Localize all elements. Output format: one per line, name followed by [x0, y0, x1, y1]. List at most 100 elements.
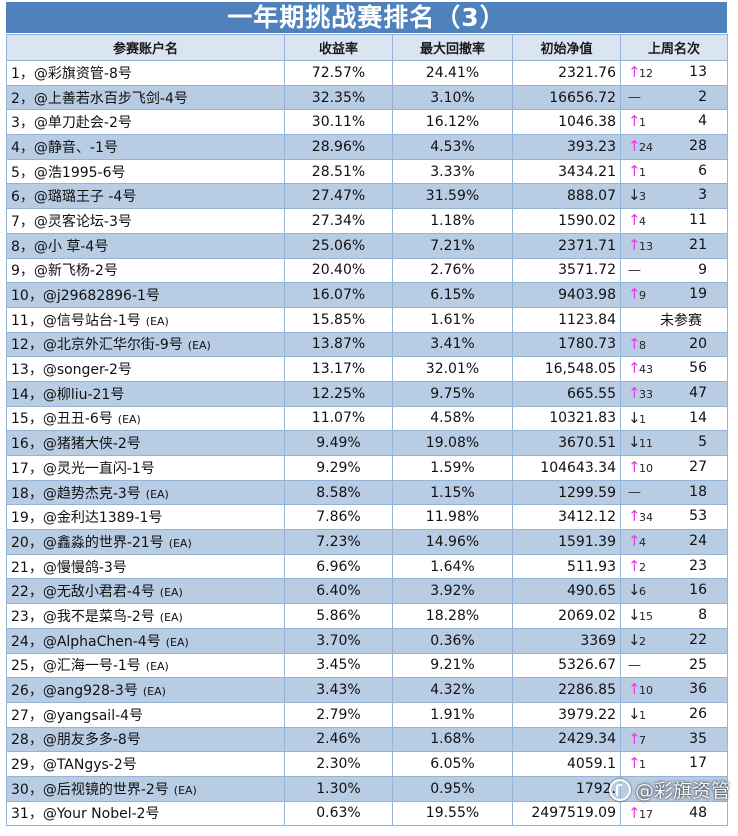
- previous-rank: 47: [689, 384, 707, 401]
- return-rate: 16.07%: [284, 282, 393, 308]
- rank-change: 4: [639, 215, 646, 229]
- ea-tag: (EA): [165, 635, 189, 649]
- rank-change: 1: [639, 412, 646, 426]
- last-week-rank-cell: [620, 775, 728, 802]
- last-week-rank-cell: — 25: [620, 652, 728, 679]
- previous-rank: 8: [698, 607, 707, 624]
- previous-rank: 36: [689, 681, 707, 698]
- previous-rank: 23: [689, 557, 707, 574]
- ea-tag: (EA): [159, 610, 183, 624]
- account-name-cell: 14，@柳liu-21号: [6, 380, 285, 407]
- max-drawdown: 9.21%: [392, 652, 513, 679]
- previous-rank: 17: [689, 755, 707, 772]
- rank-change: 6: [639, 585, 646, 599]
- initial-nav: 2321.76: [512, 60, 621, 86]
- arrow-up-icon: ↑: [628, 161, 641, 180]
- return-rate: 7.23%: [284, 529, 393, 555]
- max-drawdown: 6.05%: [392, 751, 513, 777]
- initial-nav: 104643.34: [512, 455, 621, 481]
- account-name: 31，@Your Nobel-2号: [11, 806, 160, 823]
- rank-change: 3: [639, 190, 646, 204]
- account-name: 3，@单刀赴会-2号: [11, 115, 132, 132]
- account-name: 10，@j29682896-1号: [11, 288, 160, 305]
- rank-change: 33: [639, 387, 653, 401]
- rank-change: 17: [639, 807, 653, 821]
- table-row: 20，@鑫淼的世界-21号 (EA) 7.23% 14.96% 1591.39 ↑ 4 24: [6, 529, 728, 555]
- account-name-cell: 20，@鑫淼的世界-21号 (EA): [6, 529, 285, 555]
- arrow-down-icon: ↓: [628, 433, 641, 452]
- last-week-rank-cell: ↑ 17 48: [620, 800, 728, 827]
- last-week-rank-cell: —9: [620, 257, 728, 284]
- header-account-name: 参赛账户名: [6, 34, 285, 61]
- arrow-up-icon: ↑: [628, 532, 641, 551]
- max-drawdown: 1.61%: [392, 306, 513, 333]
- previous-rank: 35: [689, 730, 707, 747]
- table-row: 5，@浩1995-6号 28.51% 3.33% 3434.21 ↑ 1 6: [6, 158, 728, 185]
- account-name-cell: 6，@璐璐王子 -4号: [6, 183, 285, 210]
- table-row: 25，@汇海一号-1号 (EA) 3.45% 9.21% 5326.67 — 25: [6, 652, 728, 679]
- max-drawdown: 1.15%: [392, 479, 513, 506]
- return-rate: 28.96%: [284, 134, 393, 160]
- account-name: 12，@北京外汇华尔街-9号: [11, 337, 183, 354]
- initial-nav: 10321.83: [512, 405, 621, 432]
- rank-change: 7: [639, 733, 646, 747]
- table-row: 1，@彩旗资管-8号 72.57% 24.41% 2321.76 ↑ 12 13: [6, 60, 728, 86]
- account-name-cell: 18，@趋势杰克-3号 (EA): [6, 479, 285, 506]
- last-week-rank-cell: ↑ 1 6: [620, 158, 728, 185]
- account-name-cell: 23，@我不是菜鸟-2号 (EA): [6, 603, 285, 629]
- table-row: 19，@金利达1389-1号 7.86% 11.98% 3412.12 ↑ 34 53: [6, 504, 728, 531]
- previous-rank: 4: [698, 113, 707, 130]
- last-week-rank-cell: ↓ 1 14: [620, 405, 728, 432]
- last-week-rank-cell: ↑ 8 20: [620, 331, 728, 358]
- account-name: 9，@新飞杨-2号: [11, 263, 118, 280]
- initial-nav: 16656.72: [512, 84, 621, 111]
- initial-nav: 16,548.05: [512, 356, 621, 382]
- arrow-up-icon: ↑: [628, 803, 641, 822]
- last-week-rank-cell: ↓ 11 5: [620, 430, 728, 456]
- ea-tag: (EA): [173, 783, 197, 797]
- account-name: 20，@鑫淼的世界-21号: [11, 534, 164, 551]
- rank-change: 9: [639, 289, 646, 303]
- account-name-cell: 5，@浩1995-6号: [6, 158, 285, 185]
- dash-icon: —: [628, 89, 641, 105]
- return-rate: 11.07%: [284, 405, 393, 432]
- max-drawdown: 7.21%: [392, 232, 513, 259]
- account-name-cell: 16，@猪猪大侠-2号: [6, 430, 285, 456]
- arrow-up-icon: ↑: [628, 359, 641, 378]
- last-week-rank-cell: ↓ 15 8: [620, 603, 728, 629]
- last-week-rank-cell: ↑ 10 27: [620, 455, 728, 481]
- previous-rank: 13: [689, 64, 707, 80]
- account-name-cell: 29，@TANgys-2号: [6, 751, 285, 777]
- table-row: 26，@ang928-3号 (EA) 3.43% 4.32% 2286.85 ↑ 10 36: [6, 677, 728, 703]
- return-rate: 7.86%: [284, 504, 393, 531]
- dash-icon: —: [628, 484, 641, 500]
- account-name: 26，@ang928-3号: [11, 683, 138, 700]
- account-name: 8，@小 草-4号: [11, 238, 109, 255]
- arrow-up-icon: ↑: [628, 63, 641, 81]
- rank-change: 11: [639, 437, 653, 451]
- previous-rank: 11: [689, 212, 707, 229]
- rank-change: 13: [639, 239, 653, 253]
- account-name-cell: 7，@灵客论坛-3号: [6, 208, 285, 234]
- return-rate: 32.35%: [284, 84, 393, 111]
- dash-icon: —: [628, 657, 641, 673]
- previous-rank: 3: [698, 187, 707, 204]
- table-row: 4，@静音、-1号 28.96% 4.53% 393.23 ↑ 24 28: [6, 134, 728, 160]
- watermark: @彩旗资管: [608, 776, 730, 803]
- return-rate: 20.40%: [284, 257, 393, 284]
- arrow-up-icon: ↑: [628, 285, 641, 304]
- arrow-up-icon: ↑: [628, 729, 641, 748]
- return-rate: 3.45%: [284, 652, 393, 679]
- max-drawdown: 1.59%: [392, 455, 513, 481]
- account-name: 16，@猪猪大侠-2号: [11, 436, 141, 453]
- last-week-rank-cell: ↑ 4 11: [620, 208, 728, 234]
- last-week-rank-cell: — 18: [620, 479, 728, 506]
- return-rate: 2.30%: [284, 751, 393, 777]
- initial-nav: 393.23: [512, 134, 621, 160]
- account-name-cell: 15，@丑丑-6号 (EA): [6, 405, 285, 432]
- account-name-cell: 31，@Your Nobel-2号: [6, 800, 285, 827]
- arrow-down-icon: ↓: [628, 606, 641, 625]
- return-rate: 2.46%: [284, 726, 393, 753]
- account-name: 17，@灵光一直闪-1号: [11, 460, 155, 477]
